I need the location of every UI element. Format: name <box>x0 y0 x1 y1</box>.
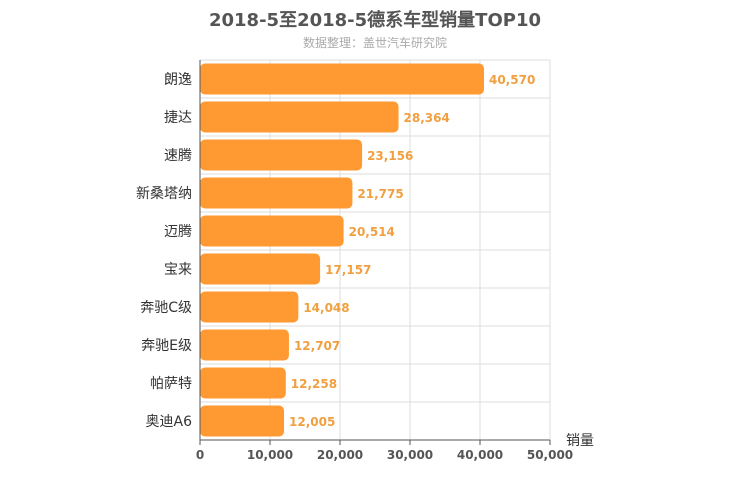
category-label: 速腾 <box>164 147 192 164</box>
category-label: 奔驰C级 <box>140 300 192 316</box>
data-label: 17,157 <box>325 263 371 277</box>
bar <box>200 139 363 171</box>
data-label: 12,258 <box>291 377 337 391</box>
chart-title: 2018-5至2018-5德系车型销量TOP10 <box>208 10 541 31</box>
x-tick-label: 50,000 <box>527 448 573 462</box>
data-label: 40,570 <box>489 73 535 87</box>
data-label: 28,364 <box>404 111 450 125</box>
x-tick-label: 0 <box>196 448 204 462</box>
category-label: 奥迪A6 <box>146 413 193 430</box>
bar-layer <box>200 63 484 437</box>
category-label: 捷达 <box>164 110 192 126</box>
data-label: 21,775 <box>357 187 403 201</box>
category-label: 奔驰E级 <box>141 338 192 354</box>
data-label: 20,514 <box>349 225 395 239</box>
x-tick-label: 40,000 <box>457 448 503 462</box>
bar <box>200 215 344 247</box>
data-label: 14,048 <box>303 301 349 315</box>
category-label: 帕萨特 <box>150 376 192 392</box>
bar <box>200 291 299 323</box>
x-tick-label: 30,000 <box>387 448 433 462</box>
axis-layer: 朗逸 40,570 捷达 28,364 速腾 23,156 新桑塔纳 21,775 迈腾 20,5… <box>136 60 573 462</box>
bar <box>200 329 289 361</box>
category-label: 新桑塔纳 <box>136 186 192 202</box>
grid-layer <box>200 59 551 441</box>
bar <box>200 405 285 437</box>
data-label: 12,707 <box>294 339 340 353</box>
data-label: 12,005 <box>289 415 335 429</box>
chart-subtitle: 数据整理：盖世汽车研究院 <box>302 36 447 50</box>
bar <box>200 177 353 209</box>
bar <box>200 253 321 285</box>
x-tick-label: 10,000 <box>247 448 293 462</box>
bar <box>200 101 399 133</box>
category-label: 朗逸 <box>164 72 192 88</box>
bar <box>200 367 286 399</box>
bar <box>200 63 484 95</box>
category-label: 宝来 <box>164 262 192 278</box>
category-label: 迈腾 <box>164 223 192 240</box>
data-label: 23,156 <box>367 149 413 163</box>
x-tick-label: 20,000 <box>317 448 363 462</box>
x-axis-title: 销量 <box>566 433 594 449</box>
